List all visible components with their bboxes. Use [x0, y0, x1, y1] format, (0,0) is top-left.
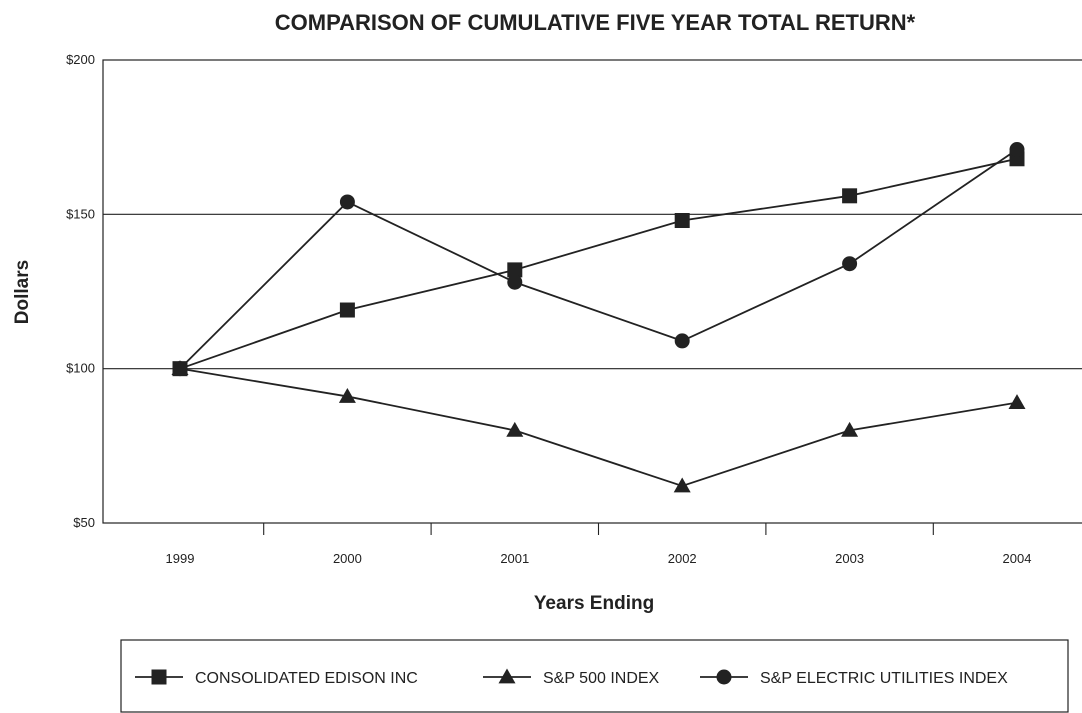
series-line	[179, 367, 1018, 487]
data-point-square	[674, 213, 690, 229]
x-tick-label: 2000	[333, 551, 362, 566]
data-point-triangle	[1008, 394, 1026, 409]
series-triangle	[171, 360, 1026, 493]
data-point-circle	[507, 274, 523, 290]
x-tick-label: 1999	[166, 551, 195, 566]
legend-label: S&P 500 INDEX	[543, 670, 660, 687]
data-point-square	[507, 262, 523, 278]
data-point-circle	[674, 333, 690, 349]
gridlines	[103, 213, 1082, 370]
series-line	[179, 148, 1018, 370]
data-point-triangle	[506, 421, 524, 437]
legend-marker-square	[151, 669, 167, 685]
x-axis: 1999 2000 2001 2002 2003 2004	[166, 523, 1032, 566]
data-point-circle	[842, 256, 858, 272]
legend-item: S&P ELECTRIC UTILITIES INDEX	[700, 669, 1008, 687]
data-point-square	[339, 302, 355, 318]
x-axis-label: Years Ending	[534, 593, 654, 614]
plot-area	[102, 59, 1082, 524]
series-line	[179, 157, 1018, 370]
legend: CONSOLIDATED EDISON INC S&P 500 INDEX S&P …	[120, 639, 1069, 713]
x-tick-label: 2001	[500, 551, 529, 566]
series-circle	[172, 142, 1025, 377]
legend-marker-circle	[716, 669, 732, 685]
y-axis-label: Dollars	[12, 260, 33, 324]
series-layer	[171, 142, 1026, 493]
y-tick-label: $50	[73, 515, 95, 530]
data-point-triangle	[338, 387, 356, 403]
legend-item: S&P 500 INDEX	[483, 668, 660, 687]
x-tick-label: 2004	[1003, 551, 1032, 566]
legend-item: CONSOLIDATED EDISON INC	[135, 669, 418, 687]
legend-marker-triangle	[498, 668, 516, 684]
series-square	[172, 151, 1025, 377]
y-tick-label: $200	[66, 52, 95, 67]
data-point-circle	[1009, 142, 1025, 158]
data-point-triangle	[673, 477, 691, 493]
data-point-circle	[172, 361, 188, 377]
y-tick-label: $100	[66, 361, 95, 376]
chart-title: COMPARISON OF CUMULATIVE FIVE YEAR TOTAL…	[275, 10, 916, 35]
x-tick-label: 2002	[668, 551, 697, 566]
y-tick-label: $150	[66, 206, 95, 221]
legend-label: CONSOLIDATED EDISON INC	[195, 670, 418, 687]
y-axis: $50 $100 $150 $200	[66, 52, 95, 530]
legend-label: S&P ELECTRIC UTILITIES INDEX	[760, 670, 1008, 687]
data-point-square	[842, 188, 858, 204]
data-point-triangle	[841, 421, 859, 437]
legend-box	[120, 639, 1069, 713]
data-point-circle	[339, 194, 355, 210]
x-tick-label: 2003	[835, 551, 864, 566]
